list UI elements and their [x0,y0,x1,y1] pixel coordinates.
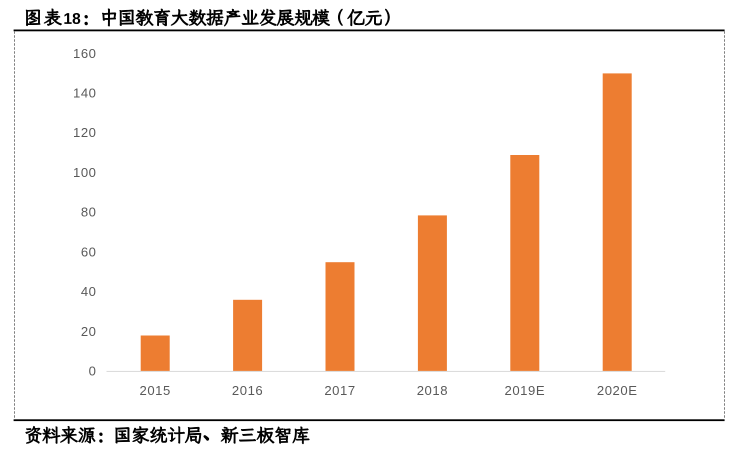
svg-text:2018: 2018 [417,383,448,398]
svg-text:20: 20 [81,324,97,339]
svg-text:160: 160 [73,46,97,61]
svg-text:100: 100 [73,165,97,180]
svg-text:2019E: 2019E [504,383,545,398]
svg-text:2020E: 2020E [597,383,638,398]
svg-text:40: 40 [81,284,97,299]
svg-text:120: 120 [73,125,97,140]
svg-text:2015: 2015 [140,383,171,398]
svg-text:80: 80 [81,205,97,220]
svg-text:140: 140 [73,86,97,101]
svg-text:60: 60 [81,244,97,259]
svg-text:2017: 2017 [324,383,355,398]
svg-text:2016: 2016 [232,383,263,398]
svg-text:0: 0 [89,364,97,379]
